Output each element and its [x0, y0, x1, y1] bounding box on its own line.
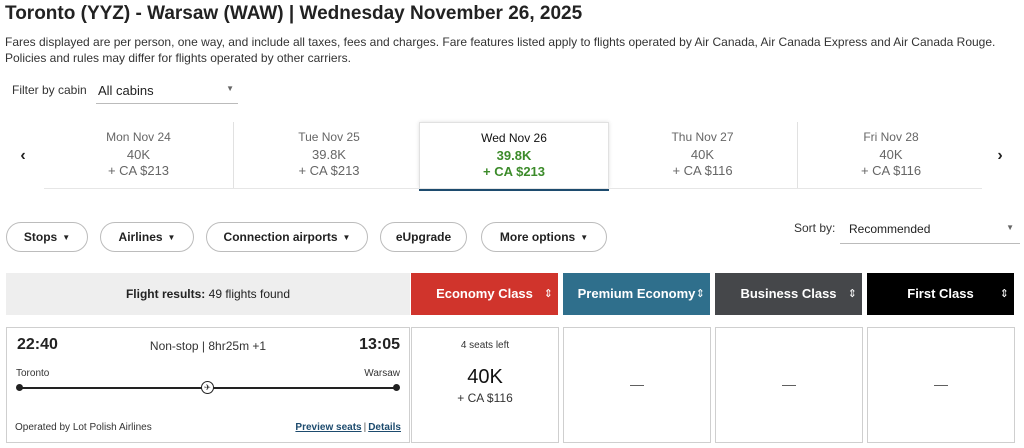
sort-arrows-icon: ⇕: [847, 288, 857, 300]
caret-down-icon: ▼: [167, 233, 176, 242]
cabin-header-first[interactable]: First Class ⇕: [867, 273, 1014, 315]
page-title: Toronto (YYZ) - Warsaw (WAW) | Wednesday…: [5, 3, 583, 24]
date-cash: + CA $213: [482, 164, 546, 179]
airlines-filter-button[interactable]: Airlines ▼: [100, 222, 194, 252]
seats-left: 4 seats left: [460, 340, 510, 351]
date-cash: + CA $213: [107, 163, 170, 178]
details-link[interactable]: Details: [368, 422, 401, 433]
date-points: 40K: [879, 147, 903, 162]
cabin-name: Business Class: [740, 286, 837, 301]
cabin-name: Economy Class: [436, 286, 533, 301]
destination-dot: [393, 384, 400, 391]
date-label: Wed Nov 26: [481, 131, 547, 145]
cabin-name: Premium Economy: [577, 286, 696, 301]
origin-dot: [16, 384, 23, 391]
date-cash: + CA $116: [860, 163, 922, 178]
origin-city: Toronto: [16, 368, 50, 379]
date-points: 39.8K: [312, 147, 346, 162]
results-count: 49 flights found: [208, 287, 291, 301]
cabin-header-business[interactable]: Business Class ⇕: [715, 273, 862, 315]
date-tab-nov-24[interactable]: Mon Nov 24 40K + CA $213: [44, 122, 234, 188]
date-label: Tue Nov 25: [298, 130, 360, 144]
date-tab-nov-27[interactable]: Thu Nov 27 40K + CA $116: [608, 122, 798, 188]
connection-airports-filter-button[interactable]: Connection airports ▼: [206, 222, 368, 252]
date-tab-nov-26-selected[interactable]: Wed Nov 26 39.8K + CA $213: [419, 122, 609, 191]
caret-down-icon: ▼: [226, 84, 234, 93]
caret-down-icon: ▼: [342, 233, 351, 242]
date-tab-nov-25[interactable]: Tue Nov 25 39.8K + CA $213: [234, 122, 424, 188]
date-label: Thu Nov 27: [671, 130, 734, 144]
date-tab-nov-28[interactable]: Fri Nov 28 40K + CA $116: [796, 122, 986, 188]
arrival-time: 13:05: [359, 336, 400, 353]
caret-down-icon: ▼: [1006, 223, 1014, 232]
cabin-header-premium-economy[interactable]: Premium Economy ⇕: [563, 273, 710, 315]
date-points: 39.8K: [496, 148, 532, 163]
filter-cabin-label: Filter by cabin: [12, 83, 87, 97]
sort-select[interactable]: Recommended ▼: [840, 214, 1020, 244]
sort-arrows-icon: ⇕: [999, 288, 1009, 300]
sort-value: Recommended: [849, 222, 931, 236]
flight-summary: Non-stop | 8hr25m +1: [149, 339, 267, 353]
results-summary: Flight results: 49 flights found: [6, 273, 410, 315]
filter-cabin-value: All cabins: [98, 83, 154, 98]
flight-card: 22:40 Non-stop | 8hr25m +1 13:05 Toronto…: [6, 327, 410, 443]
preview-seats-link[interactable]: Preview seats: [295, 422, 362, 433]
stops-filter-button[interactable]: Stops ▼: [6, 222, 88, 252]
date-label: Fri Nov 28: [863, 130, 919, 144]
fare-unavailable: —: [934, 376, 948, 392]
fare-unavailable: —: [630, 376, 644, 392]
sort-arrows-icon: ⇕: [543, 288, 553, 300]
date-points: 40K: [126, 147, 151, 162]
fare-disclaimer: Fares displayed are per person, one way,…: [5, 35, 996, 65]
date-cash: + CA $213: [298, 163, 360, 178]
prev-dates-chevron-left-icon[interactable]: ‹: [20, 147, 26, 164]
link-separator: |: [363, 422, 367, 433]
departure-time: 22:40: [17, 336, 58, 353]
results-label: Flight results:: [125, 287, 206, 301]
destination-city: Warsaw: [364, 368, 400, 379]
airlines-filter-label: Airlines: [118, 230, 163, 244]
airplane-icon: ✈: [201, 381, 214, 394]
selected-date-indicator: [419, 188, 609, 191]
fare-unavailable: —: [782, 376, 796, 392]
fare-economy[interactable]: 4 seats left 40K + CA $116: [411, 327, 559, 443]
stops-filter-label: Stops: [23, 230, 58, 244]
date-points: 40K: [690, 147, 715, 162]
next-dates-chevron-right-icon[interactable]: ›: [997, 147, 1003, 164]
sort-arrows-icon: ⇕: [695, 288, 705, 300]
flight-links: Preview seats | Details: [295, 422, 401, 433]
date-cash: + CA $116: [672, 163, 733, 178]
fare-first: —: [867, 327, 1015, 443]
fare-business: —: [715, 327, 863, 443]
eupgrade-filter-label: eUpgrade: [395, 230, 452, 244]
cabin-name: First Class: [907, 286, 974, 301]
caret-down-icon: ▼: [62, 233, 71, 242]
connection-airports-filter-label: Connection airports: [223, 230, 338, 244]
sort-label: Sort by:: [794, 221, 836, 235]
dates-divider: [44, 188, 982, 189]
date-label: Mon Nov 24: [106, 130, 171, 144]
filter-cabin-select[interactable]: All cabins ▼: [96, 78, 238, 104]
more-options-filter-label: More options: [499, 230, 576, 244]
fare-premium-economy: —: [563, 327, 711, 443]
caret-down-icon: ▼: [580, 233, 589, 242]
more-options-filter-button[interactable]: More options ▼: [481, 222, 607, 252]
fare-points: 40K: [467, 366, 503, 388]
eupgrade-filter-button[interactable]: eUpgrade: [380, 222, 467, 252]
cabin-header-economy[interactable]: Economy Class ⇕: [411, 273, 558, 315]
fare-cash: + CA $116: [457, 391, 513, 405]
operator-text: Operated by Lot Polish Airlines: [15, 422, 152, 433]
